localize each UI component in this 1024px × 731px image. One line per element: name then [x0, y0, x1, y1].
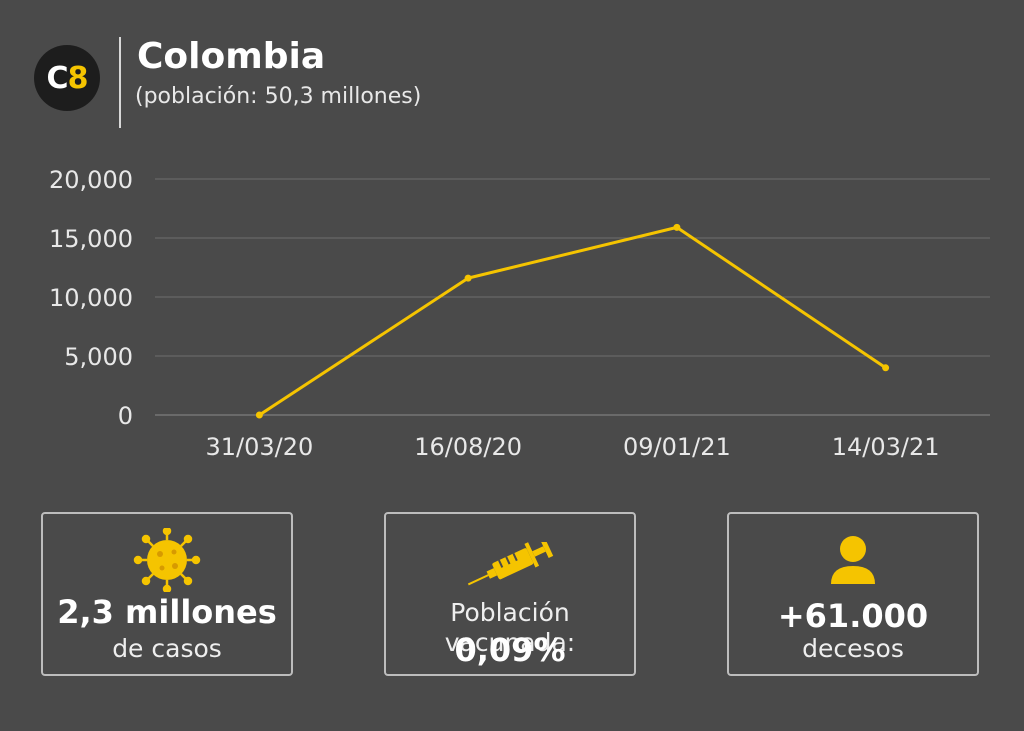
series-line: [258, 225, 887, 417]
x-tick-label: 16/08/20: [414, 433, 522, 461]
y-tick-label: 15,000: [49, 225, 133, 253]
chart-series: [255, 223, 890, 419]
x-tick-label: 31/03/20: [205, 433, 313, 461]
data-point: [464, 274, 472, 282]
syringe-icon: [467, 542, 554, 586]
y-tick-label: 0: [118, 402, 133, 430]
data-point: [882, 364, 890, 372]
y-tick-label: 10,000: [49, 284, 133, 312]
chart-grid: [155, 178, 990, 416]
data-point: [255, 411, 263, 419]
virus-icon: [133, 528, 201, 592]
deaths-value: +61.000: [777, 597, 929, 635]
cases-value: 2,3 millones: [57, 593, 277, 631]
person-icon: [831, 536, 875, 584]
y-tick-label: 20,000: [49, 166, 133, 194]
deaths-card: +61.000 decesos: [727, 512, 979, 676]
page-title: Colombia: [137, 36, 326, 77]
vaccinated-label: Población vacunada:: [444, 598, 576, 657]
cases-card: 2,3 millones de casos: [41, 512, 293, 676]
y-tick-label: 5,000: [64, 343, 133, 371]
x-tick-label: 14/03/21: [832, 433, 940, 461]
header-divider: [119, 37, 121, 128]
logo-letter: C: [46, 60, 69, 96]
vaccinated-value: 0,09%: [454, 631, 566, 669]
deaths-label: decesos: [802, 634, 904, 663]
vaccinated-card: Población vacunada: 0,09%: [384, 512, 636, 676]
x-tick-label: 09/01/21: [623, 433, 731, 461]
data-point: [673, 223, 681, 231]
x-axis: 31/03/20 16/08/20 09/01/21 14/03/21: [205, 433, 939, 461]
page-subtitle: (población: 50,3 millones): [135, 84, 422, 109]
cases-label: de casos: [112, 634, 222, 663]
logo-number: 8: [67, 60, 89, 96]
y-axis: 20,000 15,000 10,000 5,000 0: [49, 166, 133, 430]
line-chart: 20,000 15,000 10,000 5,000 0 31/03/20 16/08/2…: [49, 166, 990, 461]
